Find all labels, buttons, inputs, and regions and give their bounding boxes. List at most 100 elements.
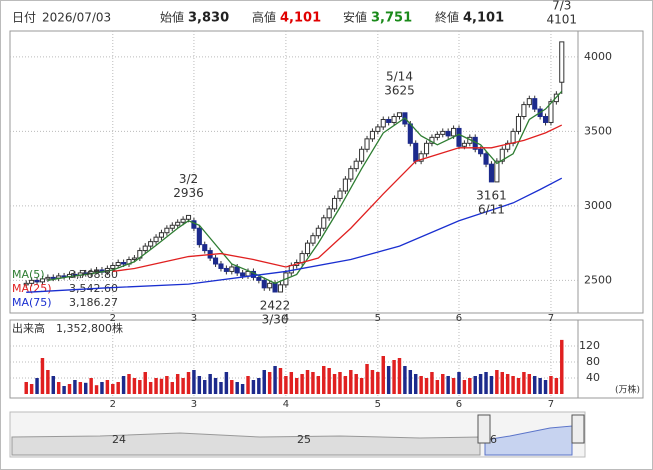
volume-bar (100, 382, 104, 394)
candle-body (326, 208, 332, 219)
volume-bar (121, 376, 126, 394)
header-value: 4,101 (280, 11, 321, 26)
candle-body (445, 130, 451, 137)
volume-bar (457, 372, 461, 394)
candle-body (169, 224, 175, 229)
candle-body (494, 160, 500, 183)
volume-bar (240, 384, 245, 394)
candle-body (310, 235, 316, 244)
candle-body (391, 116, 397, 123)
candle-body (45, 276, 51, 280)
navigator-handle[interactable] (477, 414, 491, 444)
volume-bar (219, 382, 223, 394)
x-tick-label: 2 (110, 313, 116, 324)
candle-body (267, 282, 273, 289)
candle-body (288, 264, 294, 274)
volume-bar (230, 380, 234, 394)
volume-bar (67, 384, 72, 394)
volume-bar (165, 376, 169, 394)
candle-body (369, 130, 375, 140)
candle-body (234, 266, 240, 274)
x-tick-label: 5 (375, 399, 381, 410)
volume-bar (478, 374, 483, 394)
candle-body (451, 127, 457, 137)
candle-body (61, 275, 67, 278)
candle-body (180, 218, 186, 223)
volume-bar (392, 360, 396, 394)
candle-body (375, 126, 381, 132)
candle-body (223, 267, 229, 272)
candle-body (115, 261, 121, 266)
annotation-value: 3161 (476, 188, 507, 202)
ma-line (112, 124, 563, 273)
candle-body (164, 227, 170, 234)
header-label: 安値 (343, 10, 367, 25)
legend-name: MA(75) (12, 296, 52, 309)
candle-body (353, 160, 359, 170)
volume-bar (516, 378, 521, 394)
candle-body (272, 282, 278, 293)
volume-bar (451, 378, 456, 394)
volume-bar (105, 380, 110, 394)
volume-bar (424, 378, 429, 394)
volume-bar (322, 366, 326, 394)
volume-bar (40, 358, 45, 394)
volume-bar (273, 366, 277, 394)
volume-bar (403, 366, 407, 394)
candle-body (461, 142, 467, 147)
candle-body (526, 98, 532, 106)
candle-body (256, 276, 262, 281)
volume-bar (181, 378, 185, 394)
navigator: 24 25 6 (9, 411, 586, 458)
volume-bar (278, 368, 283, 394)
volume-bar (327, 368, 331, 394)
volume-bar (127, 374, 131, 394)
navigator-selection (484, 425, 573, 456)
volume-bar (343, 376, 348, 394)
volume-bar (186, 372, 191, 394)
candle-body (229, 266, 235, 272)
header-value: 3,830 (188, 11, 229, 26)
candle-body (142, 245, 148, 252)
candle-body (510, 130, 516, 144)
y-tick-label: 4000 (584, 50, 612, 63)
volume-bar (468, 378, 472, 394)
header-label: 始値 (160, 10, 184, 25)
volume-bar (397, 358, 402, 394)
x-tick-label: 4 (283, 399, 289, 410)
candle-body (505, 142, 511, 150)
candle-body (304, 242, 311, 255)
candle-body (240, 272, 246, 277)
candle-body (532, 98, 538, 110)
volume-bar (435, 380, 440, 394)
volume-bar (192, 370, 196, 394)
volume-bar (338, 372, 342, 394)
candle-body (175, 221, 181, 226)
candle-body (196, 227, 202, 246)
volume-bar (51, 376, 56, 394)
x-tick-label: 3 (191, 313, 197, 324)
volume-bar (500, 372, 504, 394)
volume-bar (116, 382, 120, 394)
header-value: 4,101 (463, 11, 504, 26)
candle-body (521, 104, 527, 118)
candle-body (321, 217, 327, 229)
navigator-handle[interactable] (571, 414, 585, 444)
volume-bar (159, 378, 164, 394)
volume-bar (376, 372, 380, 394)
annotation-date: 6/11 (478, 202, 505, 216)
volume-bar (208, 374, 212, 394)
annotation-date: 3/2 (179, 172, 198, 186)
x-tick-label: 6 (456, 399, 462, 410)
volume-bar (473, 376, 477, 394)
volume-bar (484, 372, 488, 394)
y-tick-label: 3500 (584, 124, 612, 137)
volume-bar (24, 382, 28, 394)
volume-bar (419, 376, 423, 394)
candle-body (488, 163, 495, 183)
legend-name: MA(5) (12, 268, 45, 281)
candle-body (299, 253, 305, 263)
x-tick-label: 6 (456, 313, 462, 324)
volume-title: 出来高 1,352,800株 (12, 321, 123, 335)
volume-unit: (万株) (615, 384, 640, 396)
